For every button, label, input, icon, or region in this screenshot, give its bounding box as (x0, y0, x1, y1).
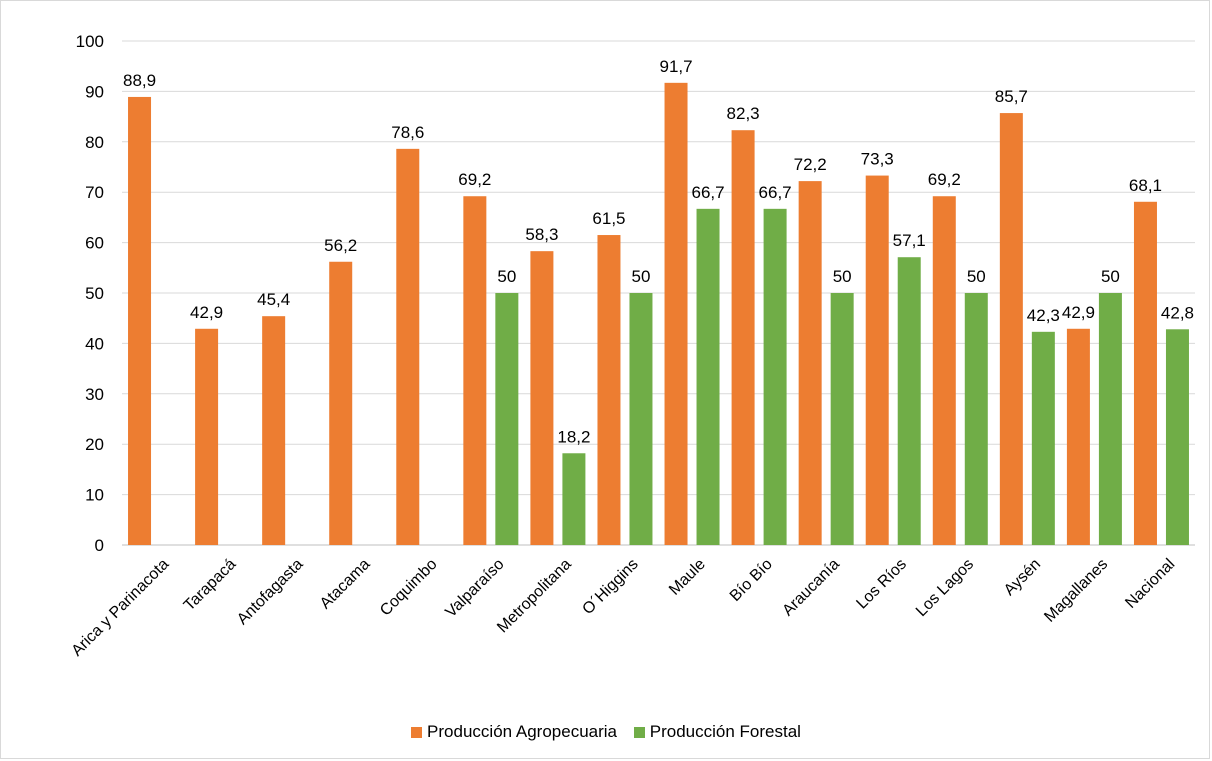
data-label: 56,2 (324, 236, 357, 255)
data-label: 50 (967, 267, 986, 286)
data-label: 50 (833, 267, 852, 286)
bar-agropecuaria (1066, 328, 1090, 545)
data-label: 18,2 (557, 427, 590, 446)
x-category-label: Magallanes (1041, 556, 1111, 626)
data-label: 50 (1101, 267, 1120, 286)
data-label: 42,8 (1161, 303, 1194, 322)
x-category-label: Arica y Parinacota (69, 556, 173, 660)
x-category-label: Atacama (317, 556, 374, 613)
x-category-label: Tarapacá (181, 556, 240, 615)
x-category-label: Maule (666, 556, 709, 599)
legend-swatch-forestal (633, 726, 645, 738)
bar-agropecuaria (128, 96, 152, 545)
legend-item-agropecuaria: Producción Agropecuaria (411, 722, 617, 742)
data-label: 42,3 (1027, 306, 1060, 325)
x-category-label: Aysén (1001, 556, 1044, 599)
data-label: 42,9 (190, 303, 223, 322)
y-tick-label: 40 (85, 334, 104, 353)
bar-agropecuaria (865, 175, 889, 545)
x-category-label: Valparaíso (442, 556, 507, 621)
x-category-label: O´Higgins (579, 556, 641, 618)
data-label: 50 (632, 267, 651, 286)
y-tick-label: 70 (85, 183, 104, 202)
bar-agropecuaria (731, 130, 755, 545)
bar-forestal (1165, 329, 1189, 545)
bar-forestal (1031, 331, 1055, 545)
y-tick-label: 80 (85, 133, 104, 152)
data-label: 82,3 (727, 104, 760, 123)
data-label: 45,4 (257, 290, 290, 309)
data-label: 78,6 (391, 123, 424, 142)
legend-swatch-agropecuaria (411, 726, 423, 738)
bar-forestal (897, 257, 921, 545)
x-category-label: Antofagasta (234, 556, 306, 628)
data-label: 85,7 (995, 87, 1028, 106)
data-label: 42,9 (1062, 303, 1095, 322)
data-label: 66,7 (759, 183, 792, 202)
bar-agropecuaria (463, 196, 487, 545)
data-label: 72,2 (794, 155, 827, 174)
y-tick-label: 0 (95, 536, 104, 555)
bar-agropecuaria (798, 181, 822, 545)
y-tick-label: 100 (76, 32, 104, 51)
x-category-label: Coquimbo (377, 556, 441, 620)
data-label: 69,2 (458, 170, 491, 189)
data-label: 66,7 (691, 183, 724, 202)
x-category-label: Los Lagos (913, 556, 977, 620)
x-category-label: Araucanía (779, 556, 843, 620)
bar-forestal (562, 453, 586, 545)
bar-forestal (964, 293, 988, 545)
bar-agropecuaria (664, 82, 688, 545)
bar-forestal (495, 293, 519, 545)
data-label: 91,7 (659, 57, 692, 76)
bar-agropecuaria (195, 328, 219, 545)
bar-agropecuaria (999, 113, 1023, 546)
y-tick-label: 90 (85, 82, 104, 101)
data-label: 61,5 (592, 209, 625, 228)
y-tick-label: 20 (85, 435, 104, 454)
y-tick-label: 30 (85, 385, 104, 404)
legend-item-forestal: Producción Forestal (633, 722, 801, 742)
bar-forestal (830, 293, 854, 545)
data-label: 58,3 (525, 225, 558, 244)
bar-agropecuaria (1133, 201, 1157, 545)
x-category-label: Bío Bío (727, 556, 776, 605)
bar-forestal (763, 208, 787, 545)
y-tick-label: 10 (85, 486, 104, 505)
bar-chart: 0 10 20 30 40 50 60 70 80 90 100 88,9 Arica y Parina… (69, 32, 1195, 660)
bar-agropecuaria (530, 251, 554, 545)
legend-label-forestal: Producción Forestal (649, 722, 801, 741)
bar-agropecuaria (597, 235, 621, 546)
legend: Producción Agropecuaria Producción Fores… (0, 722, 1212, 743)
bar-agropecuaria (262, 316, 286, 545)
legend-label-agropecuaria: Producción Agropecuaria (427, 722, 618, 741)
data-label: 73,3 (861, 150, 894, 169)
y-tick-label: 60 (85, 234, 104, 253)
data-label: 88,9 (123, 71, 156, 90)
bar-agropecuaria (329, 261, 353, 545)
data-label: 69,2 (928, 170, 961, 189)
bar-forestal (1098, 293, 1122, 545)
bar-forestal (629, 293, 653, 545)
bar-agropecuaria (396, 148, 420, 545)
data-label: 50 (497, 267, 516, 286)
data-label: 57,1 (893, 231, 926, 250)
data-label: 68,1 (1129, 176, 1162, 195)
bar-agropecuaria (932, 196, 956, 545)
bar-forestal (696, 208, 720, 545)
x-category-label: Nacional (1122, 556, 1178, 612)
y-tick-label: 50 (85, 284, 104, 303)
x-category-label: Los Ríos (853, 556, 910, 613)
